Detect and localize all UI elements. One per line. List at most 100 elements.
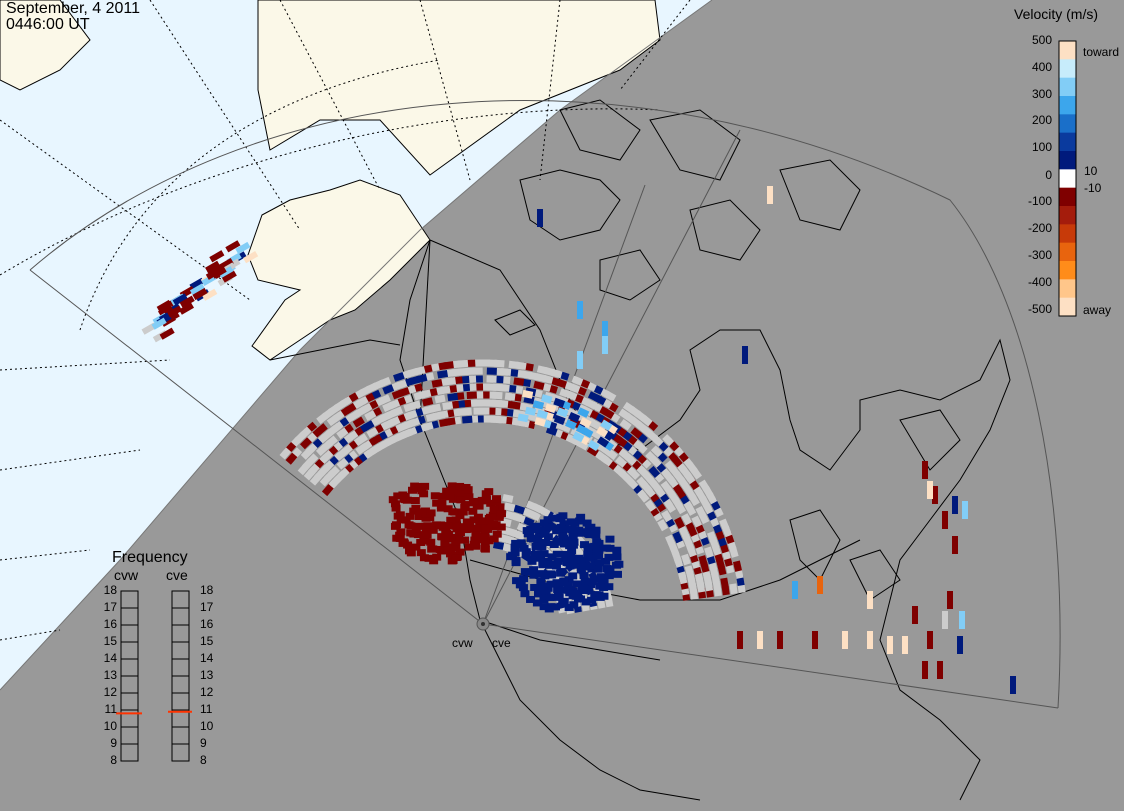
- ground-scatter-cell: [645, 450, 658, 464]
- velocity-cell: [533, 550, 543, 558]
- velocity-cell: [927, 481, 933, 499]
- velocity-cell: [539, 526, 549, 534]
- velocity-cell: [483, 525, 493, 533]
- velocity-cell: [492, 541, 505, 550]
- velocity-cell: [524, 406, 537, 416]
- ground-scatter-cell: [571, 375, 584, 386]
- velocity-cell: [539, 530, 549, 538]
- velocity-cell: [469, 497, 479, 505]
- velocity-cell: [582, 519, 592, 527]
- velocity-cell: [492, 530, 502, 538]
- velocity-cell: [554, 593, 564, 601]
- velocity-cell: [587, 596, 597, 604]
- velocity-cell: [867, 591, 873, 609]
- colorbar-segment: [1059, 279, 1076, 299]
- velocity-cell: [604, 572, 614, 580]
- velocity-cell: [792, 581, 798, 599]
- velocity-cell: [456, 496, 466, 504]
- velocity-cell: [573, 594, 583, 602]
- velocity-cell: [427, 545, 437, 553]
- ground-scatter-cell: [681, 553, 691, 566]
- velocity-cell: [590, 530, 600, 538]
- velocity-cell: [491, 495, 501, 503]
- velocity-cell: [460, 536, 470, 544]
- velocity-cell: [546, 603, 556, 611]
- velocity-cell: [612, 570, 622, 578]
- ground-scatter-cell: [681, 513, 693, 526]
- velocity-cell: [567, 556, 577, 564]
- colorbar-tick-label: 500: [1031, 33, 1052, 47]
- frequency-scale-label: 13: [103, 668, 117, 682]
- velocity-cell: [530, 583, 540, 591]
- velocity-cell: [382, 384, 395, 395]
- colorbar-tick-label: -400: [1027, 275, 1052, 289]
- frequency-scale-label: 16: [103, 617, 117, 631]
- velocity-cell: [630, 427, 643, 439]
- velocity-cell: [543, 584, 553, 592]
- velocity-cell: [554, 581, 564, 589]
- velocity-cell: [867, 631, 873, 649]
- velocity-cell: [321, 483, 334, 497]
- date-label: September, 4 2011: [6, 0, 141, 17]
- velocity-cell: [577, 407, 590, 418]
- velocity-cell: [942, 511, 948, 529]
- velocity-cell: [527, 557, 537, 565]
- velocity-cell: [962, 501, 968, 519]
- velocity-cell: [440, 539, 450, 547]
- colorbar-segment: [1059, 242, 1076, 262]
- time-label: 0446:00 UT: [6, 16, 90, 33]
- site-marker-cve: [481, 622, 485, 626]
- velocity-cell: [469, 540, 479, 548]
- colorbar-tick-label: 300: [1031, 87, 1052, 101]
- velocity-cell: [612, 553, 622, 561]
- velocity-cell: [757, 631, 763, 649]
- velocity-cell: [455, 529, 465, 537]
- ground-scatter-cell: [665, 534, 676, 547]
- velocity-cell: [452, 535, 462, 543]
- velocity-cell: [406, 529, 416, 537]
- velocity-cell: [581, 598, 591, 606]
- velocity-cell: [556, 407, 569, 418]
- frequency-scale-label: 15: [200, 634, 214, 648]
- velocity-cells: [141, 186, 1016, 694]
- frequency-scale-label: 14: [200, 651, 214, 665]
- terminator-line: [0, 0, 713, 691]
- ground-scatter-cell: [684, 565, 694, 577]
- velocity-cell: [455, 482, 465, 490]
- velocity-cell: [586, 445, 599, 457]
- ground-scatter-cell: [505, 510, 517, 521]
- velocity-cell: [532, 400, 545, 410]
- ground-scatter-cell: [366, 427, 379, 439]
- velocity-cell: [426, 526, 436, 534]
- velocity-cell: [519, 544, 529, 552]
- velocity-cell: [777, 631, 783, 649]
- velocity-cell: [541, 539, 551, 547]
- velocity-cell: [479, 517, 489, 525]
- ground-scatter-cell: [504, 392, 516, 401]
- velocity-cell: [560, 550, 570, 558]
- velocity-cell: [569, 601, 579, 609]
- velocity-cell: [526, 595, 536, 603]
- frequency-radar-cve: cve: [166, 567, 188, 583]
- ground-scatter-cell: [536, 365, 549, 375]
- frequency-scale-label: 18: [103, 583, 117, 597]
- velocity-cell: [539, 596, 549, 604]
- velocity-cell: [556, 523, 566, 531]
- velocity-cell: [612, 546, 622, 554]
- velocity-cell: [601, 544, 611, 552]
- velocity-cell: [529, 566, 539, 574]
- velocity-cell: [577, 301, 583, 319]
- velocity-cell: [480, 544, 490, 552]
- frequency-scale-label: 13: [200, 668, 214, 682]
- velocity-cell: [414, 512, 424, 520]
- frequency-scale-label: 12: [103, 685, 117, 699]
- velocity-cell: [481, 490, 491, 498]
- velocity-cell: [564, 419, 577, 430]
- toward-label: toward: [1083, 45, 1120, 59]
- velocity-cell: [531, 522, 541, 530]
- colorbar-tick-label: 400: [1031, 60, 1052, 74]
- velocity-cell: [927, 631, 933, 649]
- velocity-cell: [421, 397, 434, 407]
- velocity-cell: [579, 572, 589, 580]
